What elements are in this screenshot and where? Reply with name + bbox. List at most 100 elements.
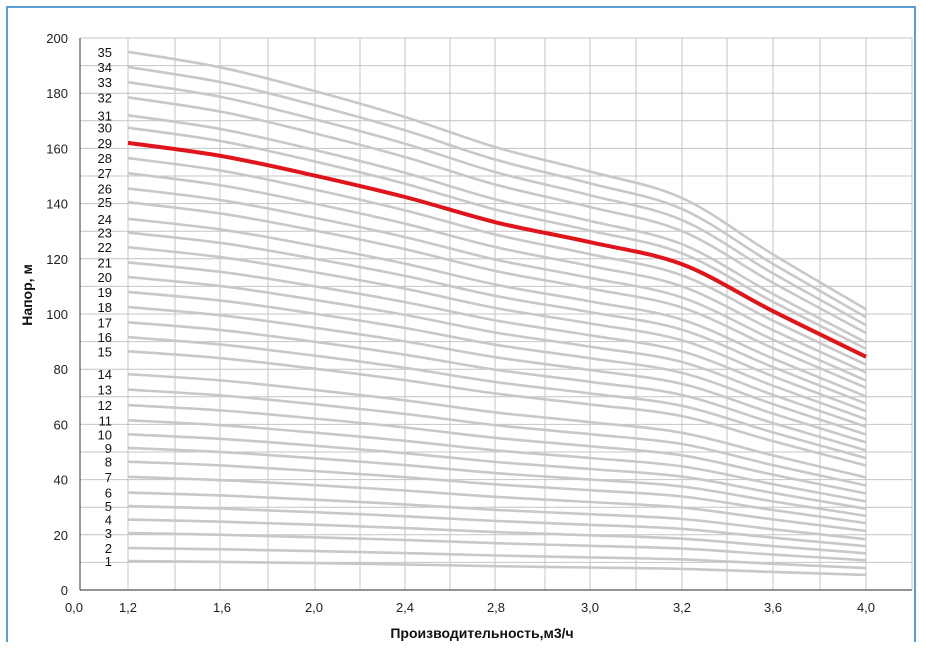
stage-curve-15 xyxy=(127,350,867,467)
stage-label-21: 21 xyxy=(98,255,112,270)
stage-curve-4 xyxy=(127,518,867,555)
stage-curve-14 xyxy=(127,372,867,479)
x-tick-label: 2,0 xyxy=(305,600,323,615)
stage-curve-26 xyxy=(127,187,867,382)
stage-label-30: 30 xyxy=(98,121,112,136)
stage-label-7: 7 xyxy=(105,470,112,485)
stage-curve-11 xyxy=(127,419,867,503)
stage-label-20: 20 xyxy=(98,270,112,285)
stage-curve-24 xyxy=(127,217,867,398)
x-axis-title: Производительность,м3/ч xyxy=(390,625,573,641)
x-tick-label: 0,0 xyxy=(65,600,83,615)
stage-curve-17 xyxy=(127,321,867,452)
stage-label-22: 22 xyxy=(98,240,112,255)
stage-label-2: 2 xyxy=(105,541,112,556)
stage-label-24: 24 xyxy=(98,212,112,227)
y-tick-label: 100 xyxy=(46,307,68,322)
stage-curve-7 xyxy=(127,475,867,533)
stage-label-12: 12 xyxy=(98,398,112,413)
stage-label-13: 13 xyxy=(98,383,112,398)
stage-curve-21 xyxy=(127,261,867,421)
stage-curves xyxy=(127,50,867,577)
stage-curve-31 xyxy=(127,114,867,344)
stage-curve-9 xyxy=(127,446,867,518)
y-tick-label: 140 xyxy=(46,197,68,212)
stage-label-33: 33 xyxy=(98,75,112,90)
highlighted-curve-29 xyxy=(127,140,867,359)
stage-label-28: 28 xyxy=(98,151,112,166)
y-tick-label: 120 xyxy=(46,252,68,267)
x-tick-label: 3,6 xyxy=(764,600,782,615)
y-tick-label: 180 xyxy=(46,86,68,101)
stage-label-3: 3 xyxy=(105,526,112,541)
stage-curve-32 xyxy=(127,96,867,335)
stage-curve-8 xyxy=(127,460,867,525)
stage-curve-6 xyxy=(127,491,867,541)
stage-label-1: 1 xyxy=(105,554,112,569)
x-tick-label: 2,8 xyxy=(487,600,505,615)
y-tick-label: 200 xyxy=(46,31,68,46)
stage-label-26: 26 xyxy=(98,181,112,196)
grid xyxy=(79,37,913,591)
stage-label-18: 18 xyxy=(98,300,112,315)
stage-label-11: 11 xyxy=(99,413,113,428)
stage-label-27: 27 xyxy=(98,166,112,181)
stage-curve-18 xyxy=(127,305,867,444)
stage-label-14: 14 xyxy=(98,367,112,382)
y-axis-title: Напор, м xyxy=(19,264,35,326)
stage-label-9: 9 xyxy=(105,441,112,456)
stage-label-29: 29 xyxy=(98,136,112,151)
y-tick-label: 40 xyxy=(54,473,68,488)
stage-curve-5 xyxy=(127,504,867,548)
stage-label-5: 5 xyxy=(105,499,112,514)
stage-label-34: 34 xyxy=(98,60,112,75)
stage-curve-30 xyxy=(127,126,867,351)
axes xyxy=(79,38,912,591)
y-tick-label: 80 xyxy=(54,362,68,377)
stage-curve-1 xyxy=(127,559,867,577)
stage-label-15: 15 xyxy=(98,344,112,359)
x-tick-label: 3,2 xyxy=(673,600,691,615)
stage-curve-19 xyxy=(127,290,867,436)
x-tick-label: 1,6 xyxy=(213,600,231,615)
stage-curve-10 xyxy=(127,433,867,511)
stage-curve-27 xyxy=(127,171,867,374)
stage-labels: 1234567891011121314151617181920212223242… xyxy=(98,45,112,569)
stage-curve-25 xyxy=(127,200,867,389)
stage-label-19: 19 xyxy=(98,285,112,300)
stage-label-16: 16 xyxy=(98,330,112,345)
stage-label-32: 32 xyxy=(98,90,112,105)
stage-curve-23 xyxy=(127,231,867,405)
stage-curve-2 xyxy=(127,546,867,570)
stage-label-10: 10 xyxy=(98,427,112,442)
stage-curve-33 xyxy=(127,80,867,327)
y-tick-label: 0 xyxy=(61,583,68,598)
stage-curve-35 xyxy=(127,50,867,311)
stage-curve-34 xyxy=(127,65,867,319)
stage-curve-16 xyxy=(127,335,867,460)
stage-curve-13 xyxy=(127,388,867,487)
x-tick-label: 1,2 xyxy=(119,600,137,615)
stage-curve-12 xyxy=(127,403,867,495)
stage-label-8: 8 xyxy=(105,455,112,470)
x-tick-label: 4,0 xyxy=(857,600,875,615)
y-tick-label: 160 xyxy=(46,141,68,156)
stage-label-4: 4 xyxy=(105,513,112,528)
x-tick-label: 2,4 xyxy=(396,600,414,615)
stage-label-35: 35 xyxy=(98,45,112,60)
stage-curve-22 xyxy=(127,245,867,413)
chart-frame xyxy=(6,6,916,642)
stage-label-23: 23 xyxy=(98,226,112,241)
stage-curve-28 xyxy=(127,156,867,366)
x-tick-label: 3,0 xyxy=(581,600,599,615)
y-tick-label: 60 xyxy=(54,417,68,432)
stage-curve-20 xyxy=(127,275,867,428)
y-tick-label: 20 xyxy=(54,528,68,543)
stage-label-17: 17 xyxy=(98,315,112,330)
stage-label-25: 25 xyxy=(98,195,112,210)
stage-curve-3 xyxy=(127,531,867,562)
stage-label-6: 6 xyxy=(105,486,112,501)
stage-label-31: 31 xyxy=(98,108,112,123)
